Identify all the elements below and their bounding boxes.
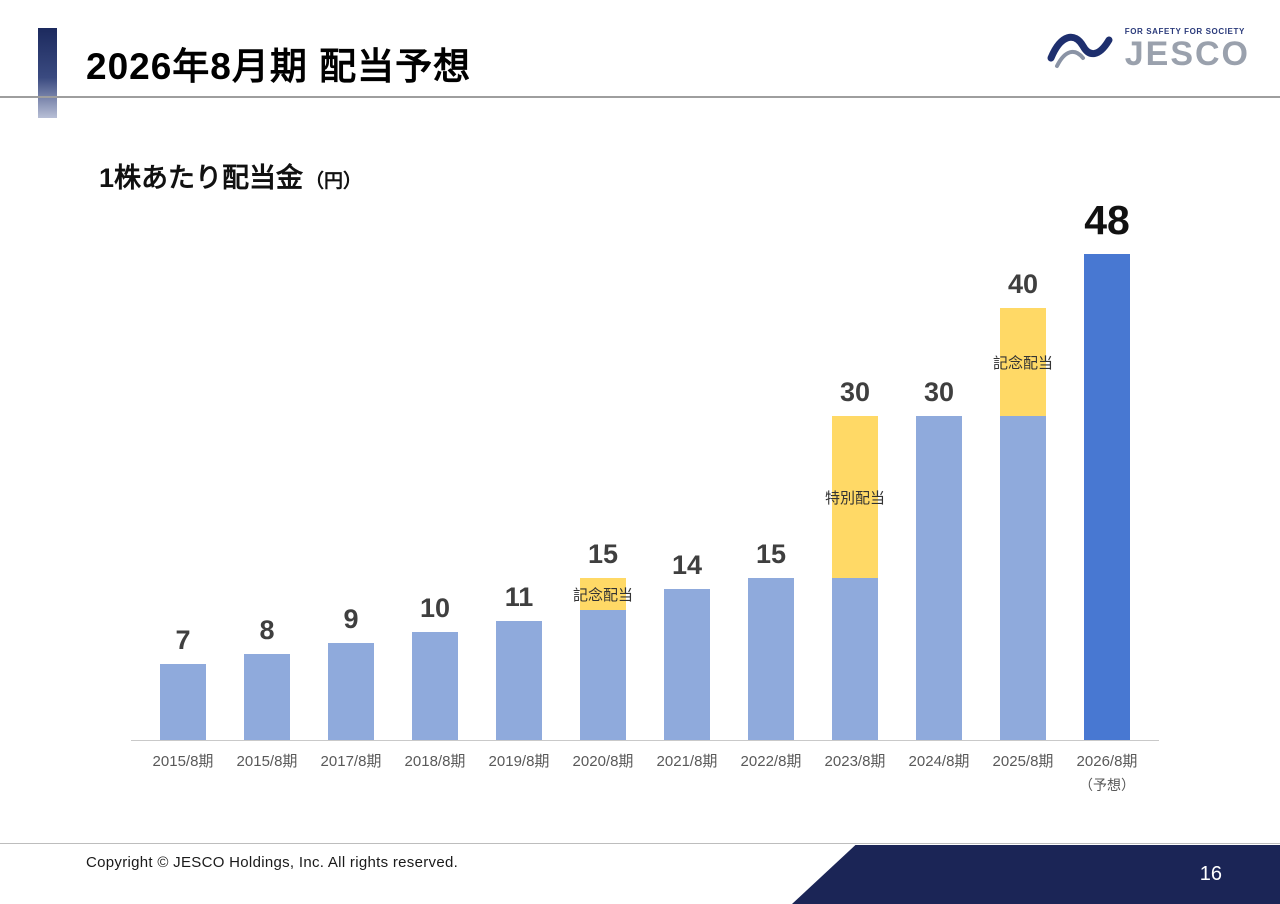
footer-divider — [0, 843, 1280, 844]
bar-column: 9 — [309, 200, 393, 740]
bar-column: 7 — [141, 200, 225, 740]
x-axis-tick-text: 2025/8期 — [992, 753, 1054, 770]
bar-column: 30 — [897, 200, 981, 740]
bar-column: 11 — [477, 200, 561, 740]
title-accent-bar — [38, 28, 57, 118]
bar-value-label: 11 — [504, 582, 534, 613]
bar-segment-ordinary-dividend — [580, 610, 626, 740]
x-axis-forecast-note: （予想） — [1079, 777, 1135, 793]
x-axis-tick-label: 2025/8期 — [981, 750, 1065, 774]
bar-segment-ordinary-dividend — [748, 578, 794, 740]
x-axis-tick-label: 2020/8期 — [561, 750, 645, 774]
bar-value-label: 48 — [1084, 197, 1130, 243]
bar-segment-ordinary-dividend — [412, 632, 458, 740]
x-axis-tick-text: 2018/8期 — [404, 753, 466, 770]
bar-value-label: 9 — [343, 603, 359, 634]
x-axis-tick-label: 2026/8期 （予想） — [1065, 750, 1149, 796]
x-axis-tick-text: 2015/8期 — [152, 753, 214, 770]
logo-name: JESCO — [1124, 35, 1250, 73]
bar-segment-ordinary-dividend — [160, 664, 206, 740]
x-axis-labels: 2015/8期 2015/8期 2017/8期 2018/8期 2019/8期 2020/… — [141, 750, 1149, 804]
chart-title-text: 1株あたり配当金 — [99, 163, 304, 193]
bar-annotation: 記念配当 — [572, 586, 633, 604]
logo-tagline: FOR SAFETY FOR SOCIETY — [1124, 27, 1245, 36]
x-axis-tick-label: 2021/8期 — [645, 750, 729, 774]
bar-segment-ordinary-dividend — [496, 621, 542, 740]
jesco-logo: FOR SAFETY FOR SOCIETY JESCO — [1045, 26, 1250, 72]
bar-segment-ordinary-dividend — [832, 578, 878, 740]
wave-icon — [1047, 33, 1113, 68]
x-axis-tick-text: 2021/8期 — [656, 753, 718, 770]
bar-column: 48 — [1065, 200, 1149, 740]
bar-value-label: 14 — [671, 549, 703, 580]
bar-segment-ordinary-dividend — [244, 653, 290, 740]
bar-value-label: 40 — [1007, 269, 1039, 299]
x-axis-tick-text: 2023/8期 — [824, 753, 886, 770]
x-axis-tick-text: 2026/8期 — [1076, 753, 1138, 770]
x-axis-tick-label: 2022/8期 — [729, 750, 813, 774]
bar-column: 14 — [645, 200, 729, 740]
bar-segment-ordinary-dividend — [1084, 254, 1130, 740]
x-axis-tick-text: 2019/8期 — [488, 753, 550, 770]
copyright-text: Copyright © JESCO Holdings, Inc. All rig… — [86, 854, 459, 871]
bar-segment-ordinary-dividend — [664, 588, 710, 740]
bar-segment-ordinary-dividend — [328, 642, 374, 740]
x-axis-tick-label: 2015/8期 — [141, 750, 225, 774]
chart-title: 1株あたり配当金 （円） — [99, 156, 362, 195]
x-axis-tick-text: 2024/8期 — [908, 753, 970, 770]
x-axis-tick-label: 2024/8期 — [897, 750, 981, 774]
bar-value-label: 15 — [587, 539, 619, 570]
page-title: 2026年8月期 配当予想 — [86, 46, 472, 87]
bar-value-label: 30 — [839, 377, 871, 407]
bar-segment-special-dividend — [580, 578, 626, 611]
header-divider — [0, 96, 1280, 98]
page-number-banner: 16 — [792, 845, 1280, 904]
page-number: 16 — [1199, 863, 1222, 885]
bar-column: 8 — [225, 200, 309, 740]
bar-segment-ordinary-dividend — [1000, 416, 1046, 740]
bar-column: 15 — [561, 200, 645, 740]
bar-column: 15 — [729, 200, 813, 740]
chart-title-unit: （円） — [305, 171, 363, 192]
bar-column: 10 — [393, 200, 477, 740]
bar-value-label: 15 — [755, 539, 787, 569]
x-axis-tick-text: 2017/8期 — [320, 753, 382, 770]
x-axis-tick-label: 2018/8期 — [393, 750, 477, 774]
x-axis-tick-label: 2023/8期 — [813, 750, 897, 774]
bar-segment-ordinary-dividend — [916, 416, 962, 740]
x-axis-tick-label: 2015/8期 — [225, 750, 309, 774]
bar-value-label: 30 — [923, 377, 955, 407]
x-axis-tick-text: 2020/8期 — [572, 753, 634, 770]
bar-value-label: 7 — [175, 625, 191, 656]
x-axis-tick-label: 2017/8期 — [309, 750, 393, 774]
bar-segment-special-dividend — [1000, 308, 1046, 416]
bar-annotation: 記念配当 — [992, 354, 1053, 372]
logo-text: FOR SAFETY FOR SOCIETY JESCO — [1125, 27, 1250, 71]
bar-value-label: 10 — [419, 593, 451, 623]
x-axis-tick-text: 2015/8期 — [236, 753, 298, 770]
x-axis-tick-label: 2019/8期 — [477, 750, 561, 774]
bar-segment-special-dividend — [832, 416, 878, 578]
bar-column: 40 — [981, 200, 1065, 740]
x-axis-tick-text: 2022/8期 — [740, 753, 802, 770]
bar-value-label: 8 — [259, 614, 275, 645]
bar-chart: 7 8 9 10 11 15 14 15 30 30 40 48 記念配当 特別配当 記念配当 — [131, 200, 1159, 741]
bar-annotation: 特別配当 — [824, 489, 885, 507]
bar-column: 30 — [813, 200, 897, 740]
